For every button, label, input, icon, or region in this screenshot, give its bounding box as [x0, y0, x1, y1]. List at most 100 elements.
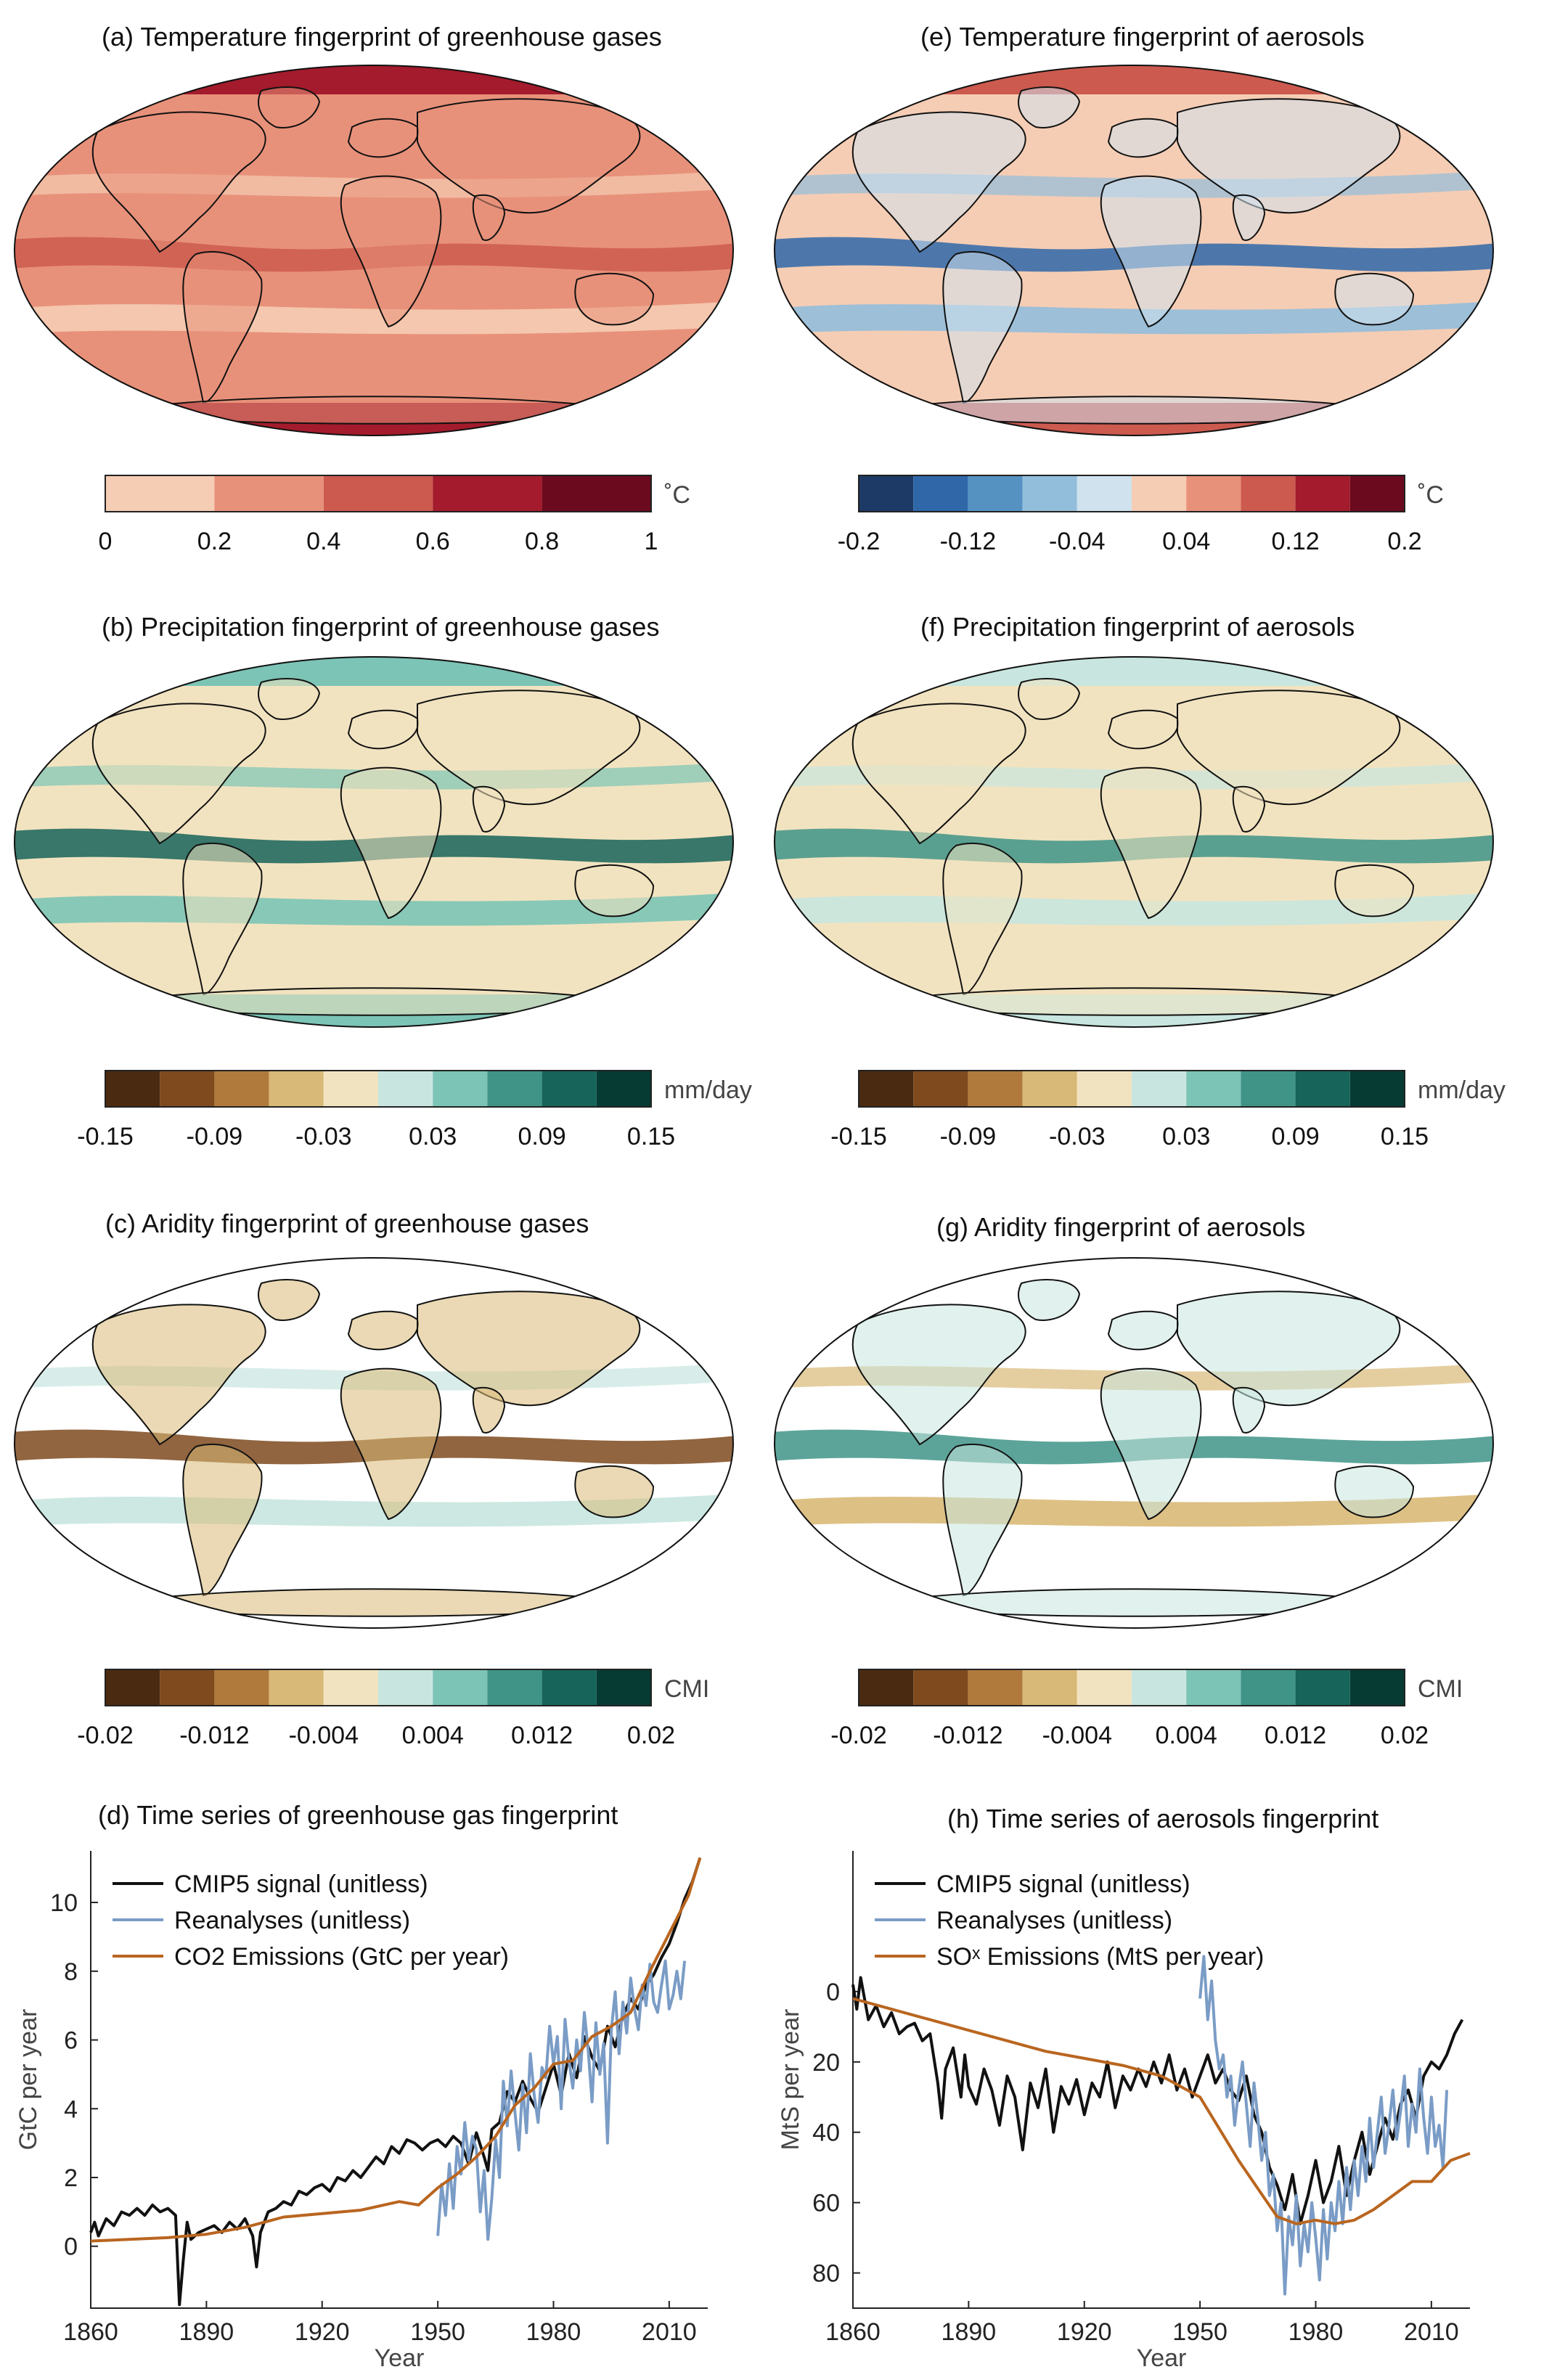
y-tick-label: 0 — [64, 2233, 78, 2261]
map-temperature-aerosols — [774, 65, 1494, 436]
colorbar-tick-label: -0.012 — [933, 1722, 1002, 1749]
colorbar-tick-label: -0.09 — [940, 1123, 997, 1150]
colorbar-swatch — [323, 1669, 378, 1706]
x-tick-label: 1950 — [410, 2318, 465, 2346]
colorbar-tick-label: 0 — [99, 528, 113, 555]
colorbar-swatch — [913, 1669, 968, 1706]
y-tick-label: 60 — [812, 2190, 840, 2217]
chart-ghg-timeseries: 1860 1890 1920 1950 1980 2010 0 2 4 6 8 10 Year GtC p… — [15, 1851, 708, 2372]
colorbar-unit: ˚C — [664, 481, 690, 509]
colorbar-swatch — [487, 1071, 542, 1107]
y-tick-label: 40 — [812, 2119, 840, 2147]
colorbar-swatch — [859, 1071, 914, 1107]
x-tick-label: 1980 — [526, 2318, 581, 2346]
map-precipitation-aerosols — [774, 656, 1494, 1028]
colorbar-swatch — [1132, 475, 1187, 512]
colorbar-swatch — [1241, 1669, 1296, 1706]
colorbar-swatch — [542, 1071, 597, 1107]
x-axis-label: Year — [375, 2344, 425, 2372]
colorbar-swatch — [269, 1669, 324, 1706]
series-line-2 — [1198, 1955, 1449, 2296]
colorbar-swatch — [859, 1669, 914, 1706]
title-d: (d) Time series of greenhouse gas finger… — [98, 1800, 618, 1830]
series-line-1 — [89, 1857, 702, 2307]
colorbar-swatch — [542, 475, 651, 512]
colorbar-tick-label: 0.2 — [197, 528, 232, 555]
colorbar-swatch — [105, 475, 215, 512]
colorbar-swatch — [1295, 1669, 1350, 1706]
colorbar-swatch — [160, 1669, 215, 1706]
colorbar-tick-label: 0.012 — [511, 1722, 573, 1749]
colorbar-swatch — [269, 1071, 324, 1107]
x-tick-label: 1890 — [941, 2318, 997, 2346]
colorbar-tick-label: -0.12 — [940, 528, 997, 555]
colorbar-swatch — [160, 1071, 215, 1107]
colorbar-swatch — [1022, 1071, 1077, 1107]
series-line-2 — [436, 1959, 687, 2241]
colorbar-swatch — [214, 475, 324, 512]
colorbar-swatch — [1186, 475, 1241, 512]
colorbar-unit: CMI — [1418, 1675, 1463, 1703]
colorbar-tick-label: -0.02 — [77, 1722, 134, 1749]
colorbar-swatch — [323, 1071, 378, 1107]
colorbar-swatch — [913, 1071, 968, 1107]
colorbar-tick-label: -0.02 — [830, 1722, 887, 1749]
colorbar-swatch — [214, 1669, 269, 1706]
colorbar-unit: CMI — [664, 1675, 709, 1703]
colorbar-swatch — [487, 1669, 542, 1706]
colorbar-tick-label: -0.004 — [1042, 1722, 1112, 1749]
colorbar-tick-label: 0.15 — [1381, 1123, 1429, 1150]
colorbar-tick-label: -0.03 — [1049, 1123, 1106, 1150]
colorbar-tick-label: 0.2 — [1387, 528, 1421, 555]
y-tick-label: 4 — [64, 2095, 78, 2123]
colorbar-swatch — [1295, 1071, 1350, 1107]
y-axis-label: MtS per year — [777, 2009, 804, 2151]
colorbar-swatch — [968, 1669, 1023, 1706]
x-tick-label: 1920 — [1057, 2318, 1112, 2346]
x-tick-label: 1860 — [63, 2318, 118, 2346]
colorbar-swatch — [596, 1669, 651, 1706]
colorbar-swatch — [214, 1071, 269, 1107]
colorbar-tick-label: 1 — [645, 528, 658, 555]
colorbar-swatch — [1022, 1669, 1077, 1706]
colorbar-tick-label: -0.03 — [295, 1123, 352, 1150]
colorbar-tick-label: 0.004 — [402, 1722, 464, 1749]
map-aridity-aerosols — [774, 1257, 1494, 1629]
colorbar-swatch — [1241, 475, 1296, 512]
x-tick-label: 1860 — [825, 2318, 881, 2346]
colorbar-swatch — [1349, 1669, 1405, 1706]
y-tick-label: 0 — [826, 1979, 840, 2006]
colorbar-tick-label: 0.03 — [1162, 1123, 1210, 1150]
colorbar-tick-label: 0.04 — [1162, 528, 1210, 555]
colorbar-swatch — [1295, 475, 1350, 512]
colorbar-swatch — [1022, 475, 1077, 512]
colorbar-swatch — [433, 1071, 488, 1107]
x-tick-label: 2010 — [1404, 2318, 1459, 2346]
colorbar-swatch — [1349, 475, 1405, 512]
colorbar-swatch — [105, 1669, 160, 1706]
map-precipitation-ghg — [14, 656, 734, 1028]
colorbar-swatch — [1077, 1071, 1132, 1107]
colorbar-swatch — [323, 475, 433, 512]
x-tick-label: 1920 — [295, 2318, 350, 2346]
x-axis-label: Year — [1137, 2344, 1187, 2372]
colorbar-tick-label: 0.09 — [518, 1123, 566, 1150]
colorbar-swatch — [1077, 1669, 1132, 1706]
colorbar-swatch — [433, 1669, 488, 1706]
map-aridity-ghg — [14, 1257, 734, 1629]
colorbar-swatch — [968, 475, 1023, 512]
colorbar-swatch — [1241, 1071, 1296, 1107]
colorbar-tick-label: 0.012 — [1265, 1722, 1326, 1749]
title-e: (e) Temperature fingerprint of aerosols — [920, 22, 1365, 52]
colorbar-swatch — [378, 1669, 433, 1706]
colorbar-tick-label: 0.6 — [416, 528, 450, 555]
colorbar-swatch — [105, 1071, 160, 1107]
colorbar-swatch — [1186, 1071, 1241, 1107]
colorbar-tick-label: 0.12 — [1272, 528, 1320, 555]
x-tick-label: 1890 — [179, 2318, 234, 2346]
colorbar-swatch — [1132, 1071, 1187, 1107]
colorbar-unit: mm/day — [664, 1076, 752, 1104]
x-tick-label: 1980 — [1288, 2318, 1344, 2346]
colorbar-tick-label: -0.09 — [187, 1123, 243, 1150]
colorbar-swatch — [1132, 1669, 1187, 1706]
